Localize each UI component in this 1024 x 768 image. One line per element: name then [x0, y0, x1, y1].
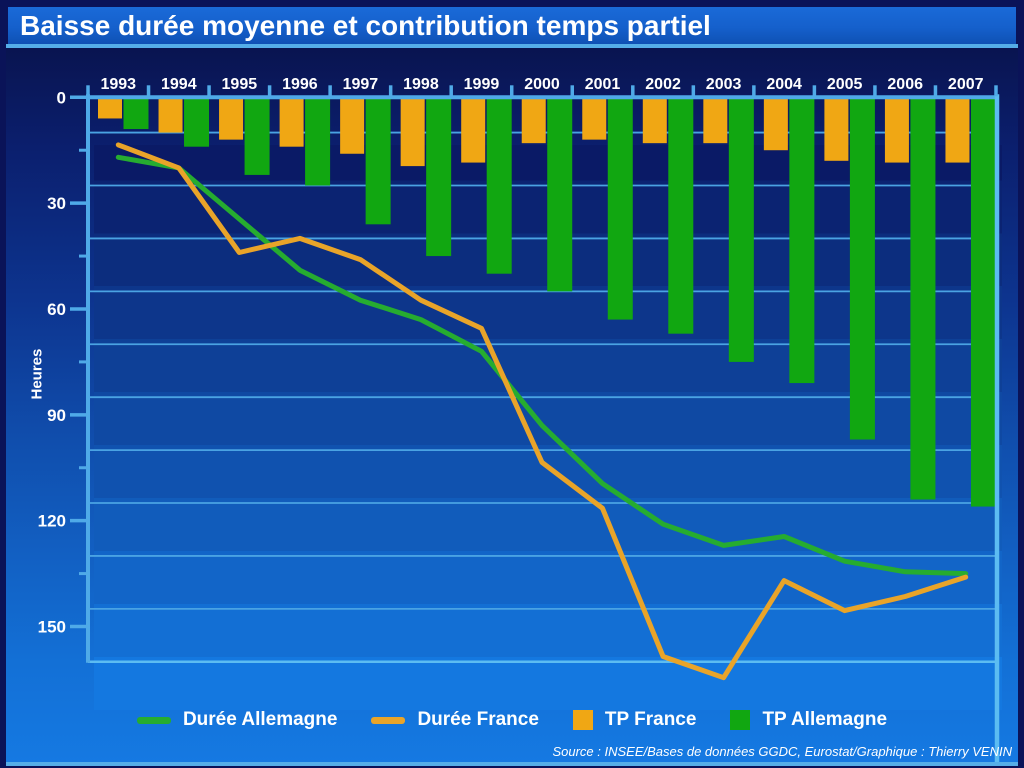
- bar-tp-allemagne-2001: [607, 99, 633, 320]
- y-tick-label: 150: [38, 618, 66, 637]
- bar-tp-allemagne-2005: [849, 99, 875, 440]
- bar-tp-allemagne-1995: [244, 99, 270, 175]
- bar-tp-allemagne-2000: [547, 99, 573, 292]
- x-category-label: 2002: [645, 76, 681, 93]
- title-bar: Baisse durée moyenne et contribution tem…: [8, 7, 1016, 44]
- bar-tp-allemagne-1993: [123, 99, 149, 130]
- line-durée-france: [115, 142, 969, 681]
- bar-tp-allemagne-2004: [789, 99, 815, 384]
- y-tick-label: 0: [57, 88, 66, 107]
- bar-tp-france-2000: [521, 99, 546, 144]
- bar-tp-allemagne-2002: [668, 99, 694, 334]
- x-category-label: 2004: [766, 76, 802, 93]
- legend-label: TP Allemagne: [762, 709, 888, 730]
- x-category-label: 1997: [343, 76, 379, 93]
- legend-item-tp-france: TP France: [572, 709, 697, 731]
- legend-line-marker: [371, 716, 406, 724]
- y-tick-label: 30: [47, 194, 66, 213]
- x-category-label: 2001: [585, 76, 621, 93]
- legend-label: Durée Allemagne: [182, 709, 338, 730]
- x-category-label: 2006: [887, 76, 923, 93]
- page-title: Baisse durée moyenne et contribution tem…: [20, 9, 711, 41]
- x-category-label: 1998: [403, 76, 439, 93]
- bar-tp-allemagne-2006: [910, 99, 936, 500]
- bar-tp-france-2006: [884, 99, 909, 163]
- bar-tp-france-2003: [703, 99, 728, 144]
- bar-tp-france-1994: [158, 99, 183, 133]
- bar-tp-allemagne-1996: [305, 99, 331, 186]
- x-category-label: 2005: [827, 76, 863, 93]
- bar-tp-france-2004: [763, 99, 788, 151]
- bar-tp-allemagne-1998: [426, 99, 452, 257]
- x-category-label: 2007: [948, 76, 984, 93]
- legend-square-marker: [572, 710, 593, 730]
- bar-tp-france-1997: [340, 99, 365, 154]
- line-durée-allemagne: [115, 154, 969, 577]
- y-tick-label: 120: [38, 512, 66, 531]
- bar-tp-france-1998: [400, 99, 425, 167]
- bar-tp-france-2002: [642, 99, 667, 144]
- legend-item-durée-allemagne: Durée Allemagne: [136, 709, 338, 731]
- bottom-separator: [6, 762, 1018, 766]
- title-separator: [6, 44, 1018, 48]
- x-category-label: 1993: [100, 76, 136, 93]
- y-tick-label: 90: [47, 406, 66, 425]
- legend-item-tp-allemagne: TP Allemagne: [730, 709, 887, 731]
- x-category-label: 2003: [706, 76, 742, 93]
- x-category-label: 2000: [524, 76, 560, 93]
- bar-tp-france-2007: [945, 99, 970, 163]
- y-tick-label: 60: [47, 300, 66, 319]
- bar-tp-allemagne-1994: [184, 99, 210, 147]
- bar-tp-france-1995: [219, 99, 244, 140]
- bar-tp-france-2001: [582, 99, 607, 140]
- legend-label: TP France: [604, 709, 697, 730]
- bar-tp-allemagne-1999: [486, 99, 512, 274]
- bar-tp-france-1999: [461, 99, 486, 163]
- x-category-label: 1995: [222, 76, 258, 93]
- bar-tp-france-1993: [98, 99, 122, 119]
- bar-tp-allemagne-1997: [365, 99, 391, 225]
- legend-label: Durée France: [417, 709, 539, 730]
- x-category-label: 1994: [161, 76, 197, 93]
- x-category-label: 1996: [282, 76, 318, 93]
- chart-legend: Durée Allemagne Durée France TP France TP A…: [0, 704, 1024, 736]
- legend-line-marker: [136, 716, 171, 724]
- x-category-label: 1999: [464, 76, 500, 93]
- legend-item-durée-france: Durée France: [371, 709, 539, 731]
- bar-tp-france-2005: [824, 99, 849, 161]
- y-axis-title: Heures: [28, 348, 46, 400]
- source-credit: Source : INSEE/Bases de données GGDC, Eu…: [552, 744, 1012, 759]
- bar-tp-allemagne-2007: [970, 99, 996, 507]
- bar-tp-allemagne-2003: [728, 99, 754, 362]
- bar-tp-france-1996: [279, 99, 304, 147]
- legend-square-marker: [730, 710, 751, 730]
